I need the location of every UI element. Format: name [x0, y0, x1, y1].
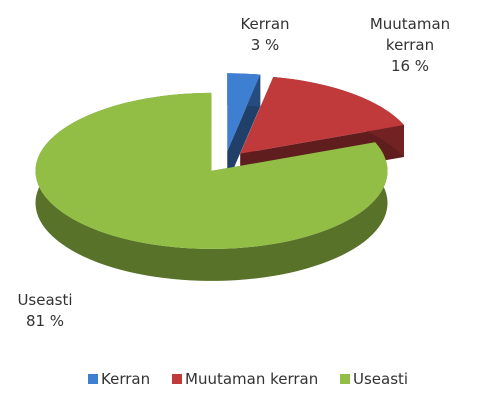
legend-item: Kerran: [88, 370, 150, 388]
legend-label: Useasti: [353, 370, 409, 388]
legend-swatch: [340, 374, 350, 384]
data-label: Muutaman kerran 16 %: [365, 14, 455, 77]
slice: [35, 92, 388, 249]
label-value: 81 %: [25, 312, 65, 330]
legend-item: Muutaman kerran: [172, 370, 318, 388]
legend-swatch: [172, 374, 182, 384]
label-value: 16 %: [390, 57, 430, 75]
label-category: Kerran: [240, 15, 290, 33]
legend-item: Useasti: [340, 370, 408, 388]
label-category: Muutaman kerran: [369, 15, 451, 54]
data-label: Kerran 3 %: [230, 14, 300, 56]
data-label: Useasti 81 %: [5, 290, 85, 332]
legend-label: Kerran: [101, 370, 151, 388]
legend-label: Muutaman kerran: [185, 370, 319, 388]
label-value: 3 %: [250, 36, 280, 54]
slice: [240, 77, 404, 154]
slice: [227, 73, 261, 152]
legend-swatch: [88, 374, 98, 384]
label-category: Useasti: [17, 291, 73, 309]
